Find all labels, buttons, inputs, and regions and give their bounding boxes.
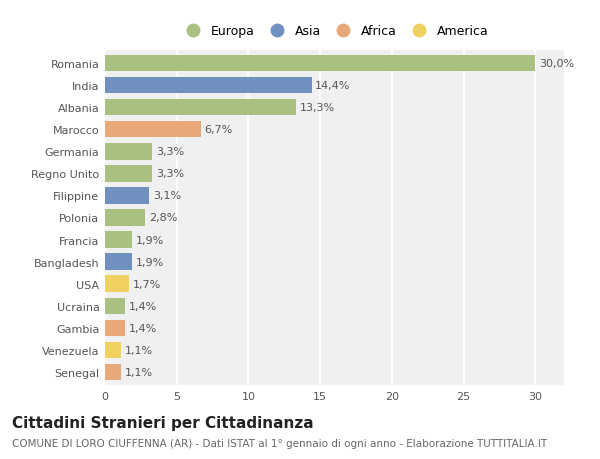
Bar [105, 232, 132, 248]
Bar [105, 78, 311, 94]
Text: 3,3%: 3,3% [156, 147, 184, 157]
Bar [105, 100, 296, 116]
Bar [105, 210, 145, 226]
Text: 1,4%: 1,4% [128, 323, 157, 333]
Bar [105, 298, 125, 314]
Text: 30,0%: 30,0% [539, 59, 574, 69]
Text: 1,4%: 1,4% [128, 301, 157, 311]
Bar [105, 122, 201, 138]
Bar [105, 342, 121, 358]
Text: 13,3%: 13,3% [299, 103, 334, 113]
Bar [105, 254, 132, 270]
Bar [105, 166, 152, 182]
Text: 1,1%: 1,1% [124, 367, 152, 377]
Text: 6,7%: 6,7% [205, 125, 233, 135]
Text: 1,1%: 1,1% [124, 345, 152, 355]
Bar [105, 188, 149, 204]
Bar [105, 56, 535, 72]
Text: 3,3%: 3,3% [156, 169, 184, 179]
Bar [105, 320, 125, 336]
Text: 14,4%: 14,4% [315, 81, 350, 91]
Text: 3,1%: 3,1% [153, 191, 181, 201]
Text: 2,8%: 2,8% [149, 213, 177, 223]
Bar [105, 364, 121, 381]
Text: COMUNE DI LORO CIUFFENNA (AR) - Dati ISTAT al 1° gennaio di ogni anno - Elaboraz: COMUNE DI LORO CIUFFENNA (AR) - Dati IST… [12, 438, 547, 448]
Bar [105, 144, 152, 160]
Bar [105, 276, 130, 292]
Text: 1,9%: 1,9% [136, 257, 164, 267]
Text: 1,7%: 1,7% [133, 279, 161, 289]
Text: Cittadini Stranieri per Cittadinanza: Cittadini Stranieri per Cittadinanza [12, 415, 314, 431]
Legend: Europa, Asia, Africa, America: Europa, Asia, Africa, America [176, 20, 493, 43]
Text: 1,9%: 1,9% [136, 235, 164, 245]
